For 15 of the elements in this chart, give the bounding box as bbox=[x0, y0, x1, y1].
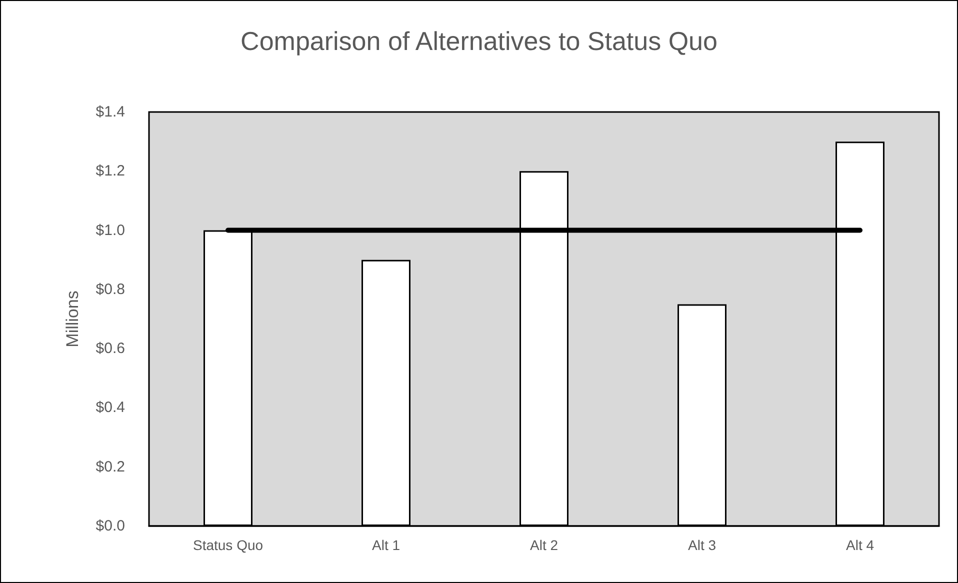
x-tick-label: Alt 4 bbox=[846, 537, 874, 553]
x-tick-label: Alt 1 bbox=[372, 537, 400, 553]
y-tick-label: $0.2 bbox=[96, 458, 125, 476]
y-tick-label: $0.4 bbox=[96, 399, 125, 416]
y-tick-label: $1.2 bbox=[96, 162, 125, 180]
x-tick-label: Alt 2 bbox=[530, 537, 558, 553]
chart-title: Comparison of Alternatives to Status Quo bbox=[240, 26, 718, 56]
x-tick-label: Status Quo bbox=[192, 537, 264, 553]
y-tick-label: $1.0 bbox=[96, 222, 125, 239]
y-axis-title: Millions bbox=[63, 290, 82, 348]
y-tick-label: $1.4 bbox=[96, 104, 125, 120]
x-tick-label: Alt 3 bbox=[688, 537, 716, 553]
y-tick-label: $0.6 bbox=[96, 340, 125, 358]
y-tick-label: $0.0 bbox=[96, 518, 125, 534]
y-tick-label: $0.8 bbox=[96, 280, 125, 298]
